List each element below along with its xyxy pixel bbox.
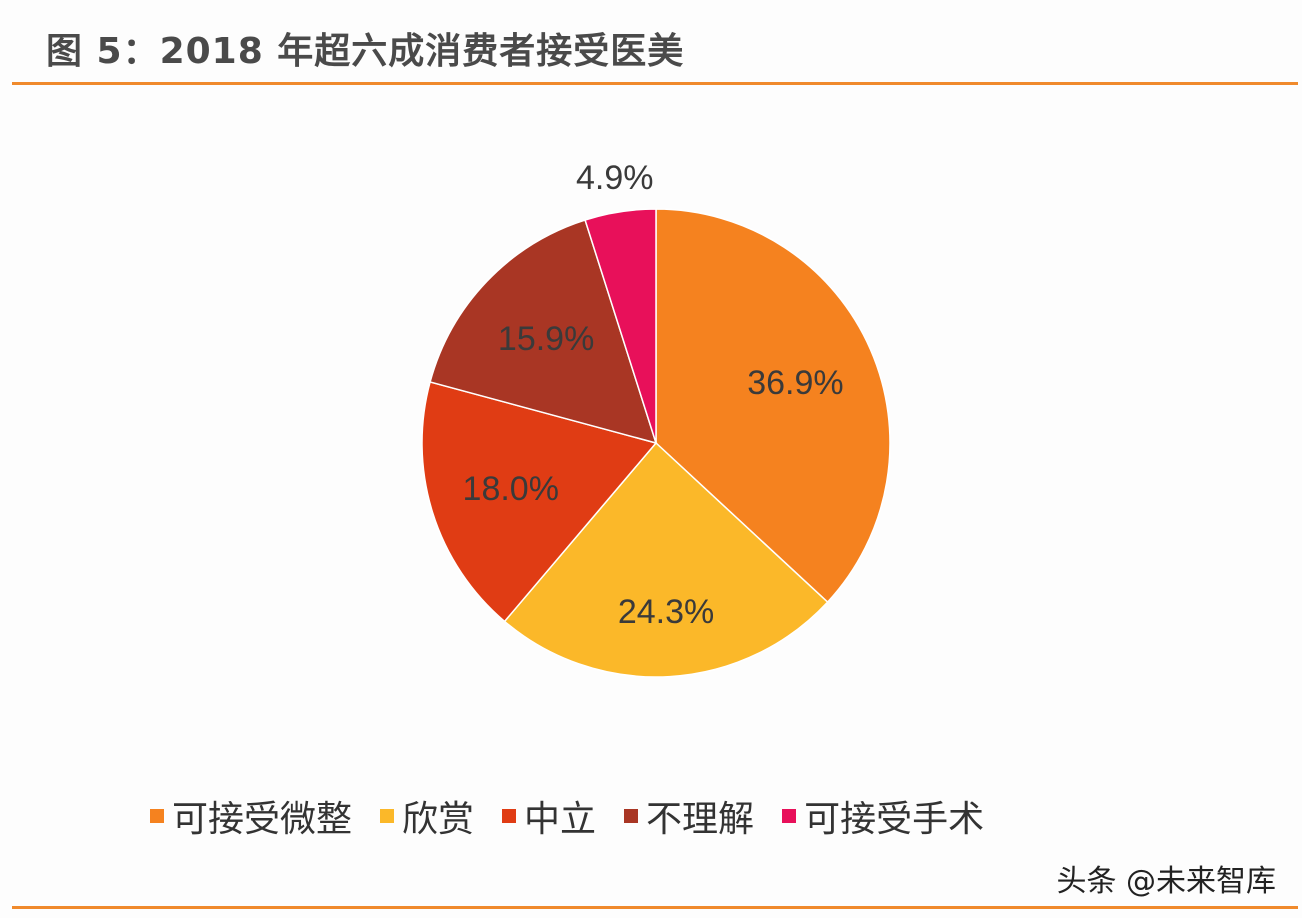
data-label-1: 24.3% bbox=[618, 593, 714, 631]
data-label-0: 36.9% bbox=[747, 364, 843, 402]
legend-label: 欣赏 bbox=[402, 799, 475, 840]
data-label-4: 4.9% bbox=[576, 159, 654, 197]
data-label-3: 15.9% bbox=[498, 320, 594, 358]
bottom-divider bbox=[12, 906, 1298, 909]
legend: 可接受微整 欣赏 中立 不理解 可接受手术 bbox=[150, 790, 1012, 842]
legend-label: 中立 bbox=[524, 799, 597, 840]
pie-slice-2 bbox=[421, 381, 658, 623]
legend-label: 不理解 bbox=[646, 799, 755, 840]
top-divider bbox=[12, 82, 1298, 85]
pie-slice-4 bbox=[584, 208, 657, 444]
legend-item-4: 可接受手术 bbox=[782, 790, 984, 842]
pie-slice-3 bbox=[429, 219, 658, 445]
legend-swatch bbox=[624, 809, 639, 823]
legend-item-3: 不理解 bbox=[624, 790, 754, 842]
data-label-2: 18.0% bbox=[463, 470, 559, 508]
legend-label: 可接受手术 bbox=[804, 799, 985, 840]
legend-item-0: 可接受微整 bbox=[150, 790, 352, 842]
pie-slice-0 bbox=[655, 208, 891, 604]
legend-swatch bbox=[380, 809, 395, 823]
legend-item-1: 欣赏 bbox=[380, 790, 474, 842]
legend-item-2: 中立 bbox=[502, 790, 596, 842]
pie-slice-1 bbox=[503, 441, 829, 678]
legend-swatch bbox=[502, 809, 517, 823]
watermark: 头条 @未来智库 bbox=[1056, 864, 1276, 899]
chart-title: 图 5：2018 年超六成消费者接受医美 bbox=[46, 31, 685, 72]
legend-swatch bbox=[150, 809, 164, 823]
legend-label: 可接受微整 bbox=[172, 799, 353, 840]
legend-swatch bbox=[782, 809, 797, 823]
